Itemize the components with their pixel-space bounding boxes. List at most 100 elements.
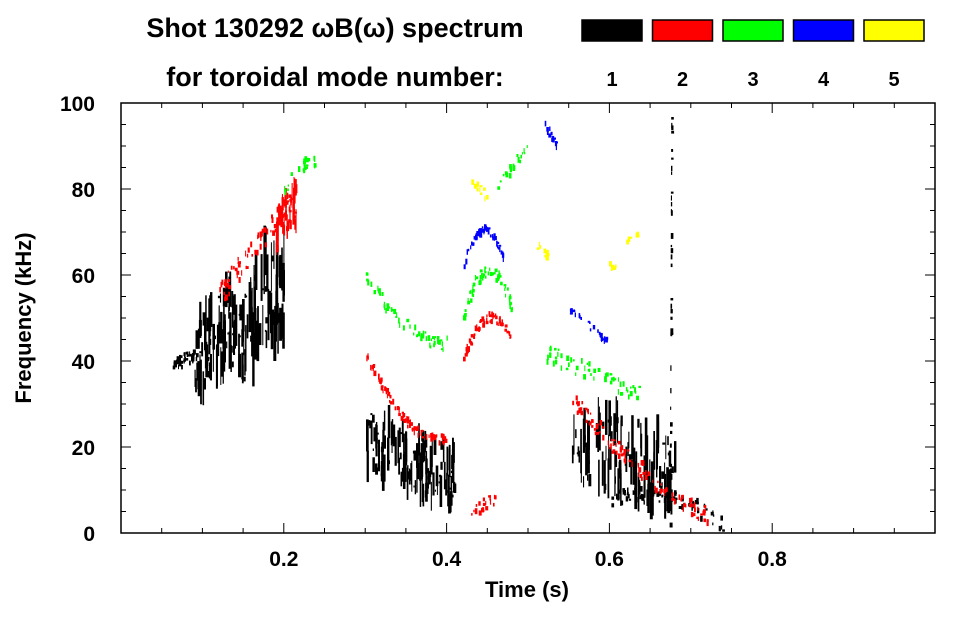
spectrum-mark-mode-2 [467,346,470,352]
spectrum-mark-mode-1 [671,130,675,134]
spectrum-mark-mode-2 [693,503,696,508]
spectrum-mark-mode-1 [710,511,714,516]
spectrum-mark-mode-3 [395,315,398,318]
legend-label-mode-1: 1 [606,69,617,91]
spectrum-mark-mode-3 [614,378,617,381]
spectrum-mark-mode-1 [646,435,649,478]
spectrum-mark-mode-2 [290,200,292,206]
spectrum-mark-mode-1 [583,407,586,442]
spectrum-mark-mode-4 [465,258,468,265]
spectrum-mark-mode-3 [472,293,475,298]
spectrum-mark-mode-2 [388,392,390,397]
spectrum-mark-mode-1 [392,424,396,447]
spectrum-mark-mode-3 [290,172,293,176]
spectrum-mark-mode-1 [608,400,611,437]
spectrum-mark-mode-1 [255,320,259,337]
spectrum-mark-mode-2 [389,401,393,405]
spectrum-mark-mode-2 [421,429,424,433]
spectrum-mark-mode-1 [670,333,673,337]
spectrum-mark-mode-1 [206,344,209,366]
spectrum-mark-mode-2 [367,353,369,356]
spectrum-mark-mode-4 [544,120,547,127]
spectrum-mark-mode-1 [214,335,216,340]
spectrum-mark-mode-1 [669,489,673,494]
spectrum-mark-mode-1 [671,171,673,175]
spectrum-mark-mode-1 [421,472,423,503]
spectrum-mark-mode-2 [482,322,486,328]
spectrum-mark-mode-3 [370,281,373,287]
spectrum-mark-mode-1 [225,271,228,308]
spectrum-mark-mode-1 [617,468,620,499]
spectrum-mark-mode-4 [597,329,599,333]
spectrum-mark-mode-1 [413,450,417,461]
spectrum-mark-mode-1 [646,489,648,506]
spectrum-mark-mode-3 [494,268,498,273]
spectrum-mark-mode-1 [266,254,269,292]
spectrum-mark-mode-2 [288,206,290,211]
spectrum-mark-mode-3 [427,335,431,341]
spectrum-mark-mode-3 [475,276,479,280]
spectrum-mark-mode-2 [289,220,292,230]
spectrum-mark-mode-2 [607,440,609,446]
spectrum-mark-mode-2 [704,511,706,516]
spectrum-mark-mode-2 [425,433,428,440]
spectrum-mark-mode-2 [473,333,476,336]
spectrum-mark-mode-3 [546,359,549,365]
spectrum-mark-mode-1 [283,226,285,278]
spectrum-mark-mode-3 [484,275,487,279]
spectrum-mark-mode-1 [370,413,373,416]
spectrum-mark-mode-1 [637,418,640,428]
spectrum-mark-mode-1 [220,311,223,344]
spectrum-mark-mode-1 [614,451,616,497]
spectrum-mark-mode-1 [383,435,386,449]
spectrum-mark-mode-2 [673,498,676,505]
spectrum-mark-mode-2 [623,449,627,454]
spectrum-mark-mode-4 [492,236,494,241]
spectrum-mark-mode-2 [496,321,498,326]
spectrum-mark-mode-1 [667,469,670,514]
spectrum-mark-mode-2 [295,209,297,234]
spectrum-mark-mode-1 [229,312,232,346]
spectrum-mark-mode-5 [611,264,614,270]
spectrum-mark-mode-1 [242,311,244,342]
spectrum-mark-mode-1 [653,452,655,497]
spectrum-mark-mode-4 [555,144,557,151]
spectrum-mark-mode-3 [284,188,287,195]
spectrum-mark-mode-3 [617,389,619,395]
spectrum-mark-mode-3 [393,308,397,315]
spectrum-mark-mode-3 [402,325,405,331]
spectrum-mark-mode-1 [264,329,267,332]
spectrum-mark-mode-1 [208,362,212,379]
spectrum-mark-mode-1 [233,294,236,315]
spectrum-mark-mode-2 [219,287,221,293]
spectrum-mark-mode-2 [417,425,420,429]
spectrum-mark-mode-1 [401,420,404,443]
spectrum-mark-mode-1 [387,405,391,439]
spectrum-mark-mode-1 [667,498,670,503]
spectrum-mark-mode-1 [369,420,370,426]
spectrum-mark-mode-2 [470,342,474,346]
spectrum-mark-mode-4 [481,226,484,229]
spectrum-mark-mode-4 [502,257,504,262]
spectrum-mark-mode-1 [372,448,374,451]
spectrum-mark-mode-1 [256,323,260,362]
spectrum-mark-mode-3 [497,275,500,280]
spectrum-mark-mode-1 [722,529,725,532]
spectrum-mark-mode-3 [605,372,609,377]
spectrum-mark-mode-1 [251,287,253,339]
spectrum-mark-mode-2 [652,479,654,483]
spectrum-mark-mode-3 [511,307,513,311]
spectrum-mark-mode-1 [674,492,677,495]
spectrum-mark-mode-1 [700,515,703,522]
spectrum-mark-mode-4 [496,240,498,247]
spectrum-mark-mode-2 [654,487,658,494]
spectrum-mark-mode-1 [638,492,641,495]
spectrum-mark-mode-1 [442,438,445,463]
spectrum-mark-mode-1 [399,452,402,460]
spectrum-mark-mode-1 [691,506,693,511]
spectrum-mark-mode-1 [217,295,221,299]
spectrum-mark-mode-2 [464,353,467,357]
spectrum-mark-mode-2 [703,518,706,523]
spectrum-mark-mode-2 [593,428,596,431]
spectrum-mark-mode-2 [293,199,295,213]
